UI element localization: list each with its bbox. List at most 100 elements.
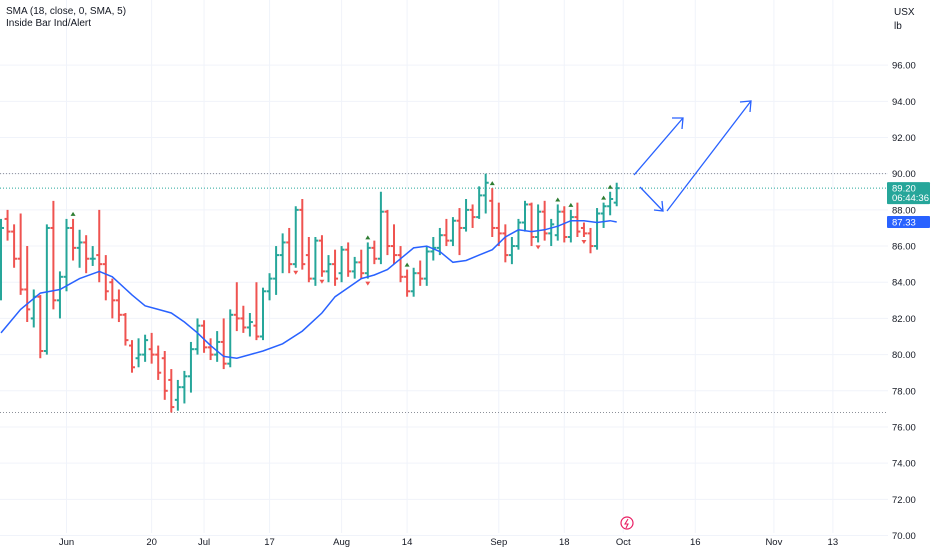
- ohlc-bar: [417, 260, 424, 286]
- sma-value-tag: 87.33: [887, 215, 930, 228]
- price-tick-label: 70.00: [892, 531, 916, 542]
- ohlc-bar: [260, 287, 266, 341]
- arrow-down: [639, 186, 664, 212]
- price-tick-label: 92.00: [892, 133, 916, 144]
- ohlc-bar: [600, 202, 607, 228]
- countdown-value: 06:44:36: [892, 193, 929, 204]
- ohlc-bar: [214, 331, 221, 362]
- ohlc-bar: [220, 318, 227, 370]
- ohlc-bar: [364, 242, 371, 279]
- ohlc-bar: [476, 186, 483, 219]
- ohlc-bar: [30, 289, 37, 328]
- inside-bar-down-marker: [365, 281, 371, 286]
- ohlc-bar: [587, 227, 594, 254]
- ohlc-bar: [56, 271, 63, 319]
- ohlc-bar: [299, 199, 306, 270]
- ohlc-bar: [580, 222, 587, 238]
- lightning-icon: [624, 518, 629, 529]
- time-tick-label: 13: [828, 537, 839, 548]
- time-tick-label: 14: [402, 537, 413, 548]
- ohlc-bar: [135, 338, 142, 368]
- ohlc-bar: [574, 202, 581, 238]
- ohlc-bar: [332, 249, 339, 286]
- ohlc-bar: [554, 204, 561, 241]
- ohlc-bar: [201, 320, 208, 353]
- ohlc-bar: [102, 255, 109, 301]
- inside-bar-down-marker: [535, 245, 541, 250]
- ohlc-bar: [70, 218, 77, 261]
- ohlc-bar: [469, 204, 476, 228]
- inside-bar-markers: [70, 181, 613, 286]
- ohlc-bar: [253, 282, 260, 341]
- ohlc-bar: [377, 191, 384, 265]
- ohlc-bar: [4, 209, 11, 241]
- arrow-up-1: [633, 117, 684, 176]
- last-price-tag-bg: [887, 182, 930, 205]
- inside-bar-up-marker: [607, 184, 613, 189]
- time-tick-label: 16: [690, 537, 701, 548]
- ohlc-bar: [168, 369, 175, 413]
- ohlc-bar: [449, 217, 456, 247]
- inside-bar-up-marker: [70, 211, 76, 216]
- projection-arrows: [633, 100, 752, 212]
- inside-bar-up-marker: [365, 235, 371, 240]
- ohlc-bar: [535, 204, 542, 243]
- ohlc-bar: [345, 242, 352, 277]
- ohlc-bar: [318, 235, 325, 277]
- ohlc-bar: [436, 227, 443, 256]
- price-tick-label: 82.00: [892, 314, 916, 325]
- ohlc-bar: [522, 200, 528, 232]
- sma-tag-value: 87.33: [892, 217, 916, 228]
- inside-bar-up-marker: [568, 202, 574, 207]
- ohlc-bar: [567, 209, 574, 243]
- last-price-value: 89.20: [892, 184, 916, 195]
- ohlc-bar: [371, 240, 378, 265]
- ohlc-bar: [515, 218, 522, 250]
- inside-bar-up-marker: [601, 195, 607, 200]
- ohlc-bar: [384, 209, 391, 256]
- ohlc-bar: [404, 269, 411, 297]
- time-tick-label: Sep: [490, 537, 507, 548]
- ohlc-bar: [129, 340, 135, 373]
- ohlc-bar: [482, 173, 489, 214]
- ohlc-bar: [89, 246, 96, 266]
- ohlc-bar: [83, 235, 90, 274]
- ohlc-bar: [410, 267, 417, 297]
- ohlc-bar: [115, 289, 122, 323]
- price-tick-label: 72.00: [892, 495, 916, 506]
- ohlc-bar: [155, 345, 162, 380]
- ohlc-bar: [305, 237, 312, 283]
- sma-legend-label[interactable]: SMA (18, close, 0, SMA, 5): [6, 6, 127, 17]
- ohlc-bar: [607, 191, 614, 216]
- event-icon-circle: [620, 516, 634, 530]
- ohlc-bar: [594, 208, 601, 250]
- price-tick-label: 74.00: [892, 459, 916, 470]
- ohlc-bar: [11, 224, 18, 268]
- indicator-legend[interactable]: SMA (18, close, 0, SMA, 5) Inside Bar In…: [6, 6, 126, 30]
- ohlc-bar: [246, 312, 253, 337]
- ohlc-bar: [266, 273, 273, 301]
- price-tick-label: 80.00: [892, 350, 916, 361]
- inside-bar-legend-label[interactable]: Inside Bar Ind/Alert: [6, 18, 92, 29]
- ohlc-bar: [63, 218, 70, 292]
- ohlc-bar: [292, 206, 299, 268]
- ohlc-bar: [397, 246, 404, 283]
- ohlc-bar: [391, 224, 397, 265]
- ohlc-bar: [528, 202, 535, 247]
- time-tick-label: Nov: [765, 537, 782, 548]
- price-tick-label: 76.00: [892, 422, 916, 433]
- ohlc-bar: [508, 237, 515, 265]
- ohlc-bar: [423, 246, 430, 286]
- ohlc-bars: [0, 173, 620, 413]
- ohlc-bar: [279, 233, 286, 274]
- currency-label: USX: [894, 7, 915, 18]
- sma-line: [0, 219, 617, 359]
- time-tick-label: 20: [146, 537, 157, 548]
- inside-bar-up-marker: [404, 262, 410, 267]
- arrow-head-2: [653, 200, 664, 212]
- ohlc-bar: [312, 237, 319, 286]
- inside-bar-up-marker: [555, 197, 561, 202]
